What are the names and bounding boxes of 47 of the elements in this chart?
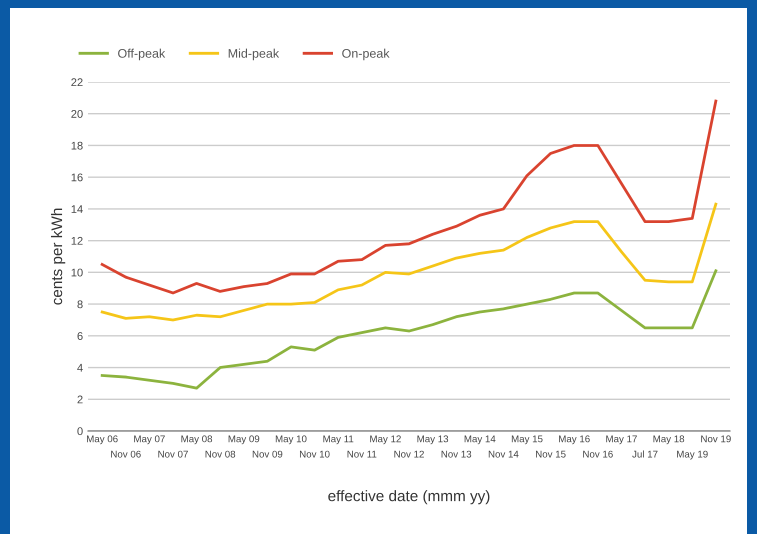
x-tick-label: Nov 12: [394, 450, 424, 458]
x-tick-label: May 09: [228, 435, 260, 444]
x-tick-label: Nov 06: [111, 450, 141, 458]
line-series: [100, 269, 718, 390]
y-tick-label: 8: [77, 300, 83, 308]
y-tick-label: 6: [78, 332, 83, 340]
y-tick-label: 2: [78, 396, 83, 404]
x-tick-label: May 19: [677, 450, 708, 460]
y-tick-label: 0: [77, 427, 83, 436]
legend-label: On-peak: [342, 48, 390, 60]
x-tick-label: May 17: [606, 436, 637, 444]
x-tick-label: May 15: [512, 436, 543, 444]
y-tick-label: 14: [72, 205, 83, 213]
x-tick-label: May 13: [417, 435, 448, 444]
y-tick-label: 18: [72, 142, 83, 150]
x-tick-label: Nov 08: [206, 450, 236, 458]
x-tick-label: Nov 10: [300, 450, 330, 458]
x-tick-label: May 14: [464, 436, 496, 444]
y-tick-label: 16: [72, 173, 83, 182]
x-tick-label: Jul 17: [632, 450, 658, 458]
x-tick-label: May 08: [181, 435, 212, 444]
x-tick-label: May 18: [653, 435, 684, 444]
x-tick-label: Nov 19: [701, 435, 731, 442]
x-tick-label: Nov 11: [348, 450, 376, 458]
y-tick-label: 12: [72, 236, 83, 245]
y-tick-label: 22: [71, 78, 83, 86]
y-axis-title: cents per kWh: [50, 208, 66, 305]
x-tick-label: Nov 09: [252, 450, 282, 458]
x-tick-label: Nov 07: [158, 450, 188, 458]
line-series: [100, 100, 718, 294]
x-tick-label: May 11: [323, 436, 354, 444]
x-tick-label: May 16: [559, 435, 590, 444]
y-tick-label: 4: [77, 364, 83, 372]
y-tick-label: 10: [72, 268, 83, 276]
y-tick-label: 20: [71, 110, 83, 118]
line-series: [100, 202, 718, 322]
x-tick-label: Nov 16: [583, 450, 613, 458]
x-tick-label: May 12: [370, 435, 401, 444]
x-axis-title: effective date (mmm yy): [328, 490, 490, 504]
x-tick-label: May 10: [276, 435, 307, 444]
legend-label: Mid-peak: [228, 48, 280, 60]
x-tick-label: May 06: [87, 435, 118, 444]
legend-label: Off-peak: [118, 48, 166, 60]
x-tick-label: Nov 15: [536, 450, 566, 458]
x-tick-label: Nov 13: [442, 450, 472, 458]
x-tick-label: Nov 14: [488, 450, 519, 458]
x-tick-label: May 07: [134, 435, 165, 444]
